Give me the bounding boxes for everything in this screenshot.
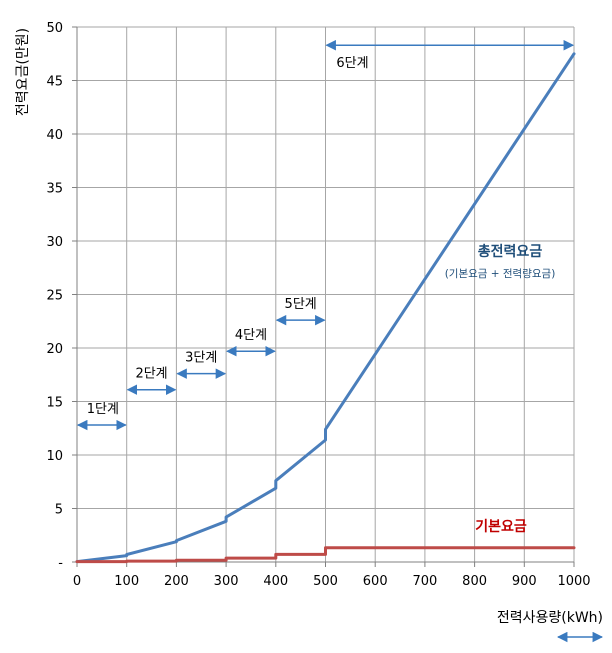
stage-label: 6단계	[336, 56, 368, 71]
stage-label: 5단계	[285, 297, 317, 312]
y-tick-label: 40	[46, 128, 63, 143]
x-tick-label: 900	[512, 574, 537, 589]
total-charge-line	[75, 52, 576, 564]
x-tick-label: 400	[263, 574, 288, 589]
y-tick-label: 15	[46, 396, 63, 411]
stage-label: 3단계	[185, 351, 217, 366]
stage-label: 2단계	[135, 367, 167, 382]
y-tick-label: 45	[46, 75, 63, 90]
x-tick-label: 500	[313, 574, 338, 589]
x-axis-title: 전력사용량(kWh)	[497, 610, 603, 626]
x-tick-label: 300	[214, 574, 239, 589]
y-tick-label: 35	[46, 182, 63, 197]
stage-label: 4단계	[235, 328, 267, 343]
x-tick-label: 200	[164, 574, 189, 589]
y-tick-label: 25	[46, 289, 63, 304]
y-tick-label: 30	[46, 235, 63, 250]
y-axis-title: 전력요금(만원)	[15, 28, 31, 116]
stage-label: 1단계	[87, 402, 119, 417]
y-tick-label: -	[58, 556, 63, 571]
y-tick-label: 20	[46, 342, 63, 357]
x-tick-label: 0	[73, 574, 81, 589]
base-charge-label: 기본요금	[475, 519, 527, 535]
x-tick-label: 600	[363, 574, 388, 589]
x-tick-label: 700	[412, 574, 437, 589]
y-tick-label: 10	[46, 449, 63, 464]
base-charge-line	[75, 546, 576, 564]
y-tick-label: 50	[46, 21, 63, 36]
x-tick-label: 100	[114, 574, 139, 589]
x-tick-label: 800	[462, 574, 487, 589]
total-charge-sublabel: (기본요금 + 전력량요금)	[445, 268, 556, 280]
total-charge-label: 총전력요금	[478, 243, 543, 260]
y-tick-label: 5	[55, 503, 63, 518]
x-tick-label: 1000	[557, 574, 590, 589]
